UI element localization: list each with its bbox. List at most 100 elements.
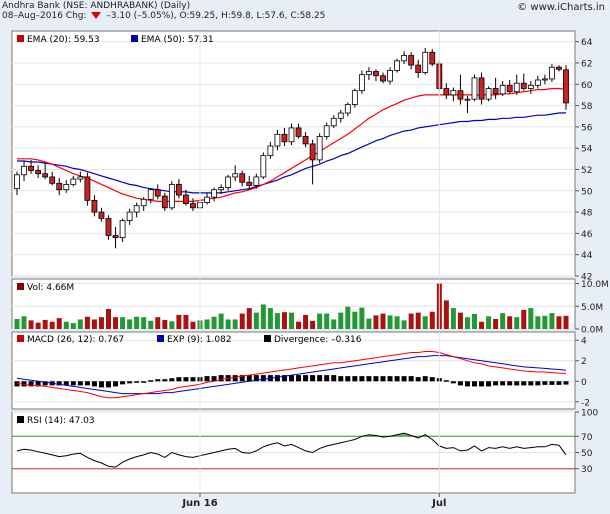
candle-body (323, 125, 330, 137)
candle (534, 75, 541, 89)
divergence-bar (366, 376, 372, 382)
candle-body (232, 173, 239, 178)
divergence-bar (239, 375, 245, 382)
candle-body (190, 203, 196, 209)
divergence-bar (514, 381, 520, 386)
candle-body (70, 178, 77, 185)
candle (161, 192, 168, 212)
price-axis-tick-label: 48 (581, 209, 593, 219)
candle-body (42, 173, 49, 178)
price-legend: EMA (20): 59.53 EMA (50): 57.31 (17, 35, 214, 45)
divergence-bar (521, 381, 527, 386)
candle (443, 83, 450, 100)
rsi-legend-swatch (17, 416, 24, 423)
signal-legend-swatch (157, 335, 164, 342)
candle (190, 198, 196, 212)
candle (84, 172, 91, 206)
divergence-bar (63, 381, 69, 386)
volume-bar (303, 314, 309, 329)
candle (527, 81, 534, 94)
candle-body (387, 70, 393, 82)
divergence-bar (563, 381, 569, 385)
divergence-bar (408, 376, 414, 382)
candle-body (492, 88, 499, 95)
candle-body (274, 133, 281, 147)
volume-bar (127, 319, 133, 329)
volume-axis-tick-label: 5.0M (581, 303, 603, 313)
divergence-legend-swatch (264, 335, 271, 342)
divergence-bar (324, 375, 330, 382)
candle-body (330, 117, 337, 127)
volume-bar (120, 317, 126, 329)
macd-legend-label: MACD (26, 12): 0.767 (27, 335, 124, 345)
price-axis-tick-label: 54 (581, 145, 593, 155)
volume-bar (535, 316, 541, 329)
volume-bar (415, 312, 421, 329)
divergence-bar (176, 377, 182, 382)
price-axis-tick-label: 50 (581, 187, 593, 197)
candle-body (485, 88, 492, 100)
candle (450, 87, 457, 102)
divergence-bar (359, 376, 365, 382)
divergence-bar (162, 379, 168, 382)
candle-body (49, 176, 56, 184)
volume-bar (56, 318, 62, 329)
candle-body (506, 84, 513, 93)
divergence-bar (303, 375, 309, 382)
divergence-bar (232, 375, 238, 382)
divergence-bar (260, 375, 266, 382)
volume-bar (450, 308, 456, 329)
divergence-bar (352, 376, 358, 382)
price-axis-tick-label: 60 (581, 81, 593, 91)
candle (492, 77, 499, 100)
divergence-bar (422, 376, 428, 382)
divergence-bar (70, 381, 76, 386)
candle (457, 74, 464, 105)
price-axis-tick-label: 46 (581, 230, 593, 240)
candle-body (211, 189, 217, 198)
volume-bar (563, 315, 569, 329)
candle (358, 70, 365, 94)
volume-bar (373, 315, 379, 329)
candle (513, 74, 520, 95)
volume-bar (141, 317, 147, 329)
volume-axis-tick-label: 10.0M (581, 280, 609, 290)
divergence-bar (493, 381, 499, 386)
rsi-axis-tick-label: 70 (581, 433, 593, 443)
candle (154, 184, 161, 200)
volume-bar (113, 317, 119, 329)
candle (112, 227, 119, 249)
candle (464, 95, 471, 114)
candle (218, 184, 225, 194)
chart-date-suffix: –3.10 (–5.05%), O:59.25, H:59.8, L:57.6,… (106, 11, 326, 21)
divergence-bar (35, 381, 41, 387)
divergence-bar (507, 381, 513, 386)
candle-body (471, 77, 478, 100)
candle (77, 171, 84, 183)
candle-body (443, 88, 450, 96)
candle (478, 72, 485, 105)
ema50-legend-swatch (131, 35, 138, 42)
candle-body (288, 127, 295, 143)
candle-body (549, 66, 555, 80)
volume-bar (549, 313, 555, 329)
rsi-axis-tick-label: 50 (581, 449, 593, 459)
signal-line (16, 355, 567, 395)
macd-axis-tick-label: 0 (581, 378, 587, 388)
down-triangle-icon (91, 12, 102, 19)
candle-body (563, 69, 569, 104)
volume-bar (457, 312, 463, 329)
volume-bar (14, 319, 20, 329)
candle-body (204, 196, 210, 203)
volume-bar (253, 312, 259, 329)
candle-body (105, 218, 112, 236)
candle-body (28, 165, 34, 171)
candle-body (401, 55, 408, 62)
macd-axis-tick-label: 4 (581, 337, 587, 347)
candle-body (373, 71, 379, 77)
candle (506, 80, 513, 94)
candle-body (112, 235, 119, 239)
candle (267, 141, 274, 159)
divergence-bar (218, 375, 224, 382)
candle-body (513, 82, 520, 93)
